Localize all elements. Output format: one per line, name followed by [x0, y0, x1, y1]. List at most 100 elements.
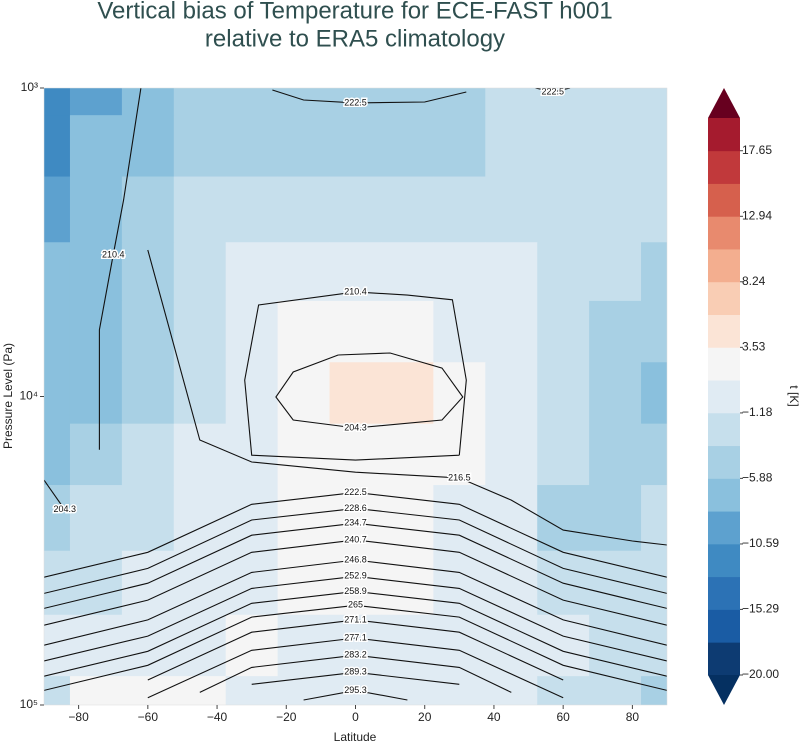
contour-label: 246.8 — [344, 554, 367, 564]
x-axis-label: Latitude — [334, 730, 377, 744]
colorbar-bin — [708, 478, 740, 512]
contour-label: 222.5 — [542, 86, 565, 96]
field-cell — [277, 88, 331, 116]
contour-label: 271.1 — [344, 614, 367, 624]
field-cell — [641, 550, 667, 616]
field-cell — [537, 115, 590, 178]
x-tick-label: −80 — [68, 710, 89, 724]
field-cell — [173, 423, 227, 486]
colorbar-bin — [708, 183, 740, 217]
field-cell — [485, 242, 538, 302]
field-cell — [485, 362, 538, 425]
contour-line — [44, 604, 667, 691]
field-cell — [173, 362, 227, 425]
colorbar-bin — [708, 380, 740, 414]
field-cell — [173, 88, 227, 116]
contour-label: 289.3 — [344, 667, 367, 677]
field-cell — [329, 115, 382, 178]
field-cell — [329, 362, 382, 425]
x-tick-label: 40 — [487, 710, 501, 724]
field-cell — [589, 485, 642, 552]
field-cell — [485, 115, 538, 178]
contour-label: 265 — [348, 600, 363, 610]
contour-label: 222.5 — [344, 487, 367, 497]
contour-line — [44, 522, 667, 609]
field-cell — [537, 676, 590, 705]
contour-label: 210.4 — [344, 286, 367, 296]
contour-label: 252.9 — [344, 571, 367, 581]
colorbar-bin — [708, 543, 740, 578]
field-cell — [44, 300, 71, 363]
contour-line — [147, 637, 564, 699]
field-cell — [44, 242, 71, 302]
field-cell — [69, 88, 123, 116]
field-cell — [225, 362, 279, 425]
contour-label: 240.7 — [344, 534, 367, 544]
field-cell — [173, 550, 227, 616]
contour-line — [98, 88, 142, 450]
x-tick-label: −40 — [207, 710, 228, 724]
x-tick-label: 20 — [418, 710, 432, 724]
colorbar-bin — [708, 609, 740, 643]
colorbar-tick-label: −20.00 — [742, 667, 779, 681]
contour-line — [44, 590, 667, 677]
contour-line — [147, 249, 667, 546]
field-cell — [641, 300, 667, 363]
field-cell — [121, 614, 175, 677]
x-tick-label: 0 — [352, 710, 359, 724]
field-cell — [173, 176, 227, 243]
field-cell — [641, 614, 667, 677]
field-cell — [121, 676, 175, 705]
contour-line — [251, 671, 460, 685]
field-cell — [173, 300, 227, 363]
field-cell — [433, 242, 486, 302]
contour-line — [272, 89, 467, 104]
colorbar-bin — [708, 511, 740, 545]
field-cell — [381, 676, 434, 705]
contour-line — [44, 559, 667, 646]
field-cell — [69, 176, 123, 243]
field — [44, 88, 667, 705]
colorbar-tick-label: −1.18 — [742, 405, 773, 419]
contour-label: 228.6 — [344, 503, 367, 513]
field-cell — [433, 550, 486, 616]
field-cell — [485, 614, 538, 677]
field-cell — [173, 485, 227, 552]
colorbar-bin — [708, 150, 740, 184]
field-cell — [589, 614, 642, 677]
field-cell — [44, 88, 71, 116]
field-cell — [277, 362, 331, 425]
field-cell — [225, 550, 279, 616]
field-cell — [121, 423, 175, 486]
field-cell — [537, 242, 590, 302]
field-cell — [485, 176, 538, 243]
colorbar-extend — [708, 675, 740, 705]
field-cell — [225, 176, 279, 243]
field-cell — [433, 176, 486, 243]
field-cell — [537, 300, 590, 363]
contour-line — [44, 491, 667, 578]
colorbar-bin — [708, 118, 740, 152]
field-cell — [277, 423, 331, 486]
field-cell — [44, 362, 71, 425]
field-cell — [641, 88, 667, 116]
field-cell — [537, 423, 590, 486]
colorbar-tick-label: 12.94 — [742, 208, 772, 222]
field-cell — [69, 485, 123, 552]
field-cell — [485, 88, 538, 116]
y-tick-label: 10⁴ — [19, 389, 38, 403]
field-cell — [173, 614, 227, 677]
contour-line — [535, 88, 571, 93]
contour-label: 283.2 — [344, 650, 367, 660]
field-cell — [433, 88, 486, 116]
field-cell — [329, 176, 382, 243]
field-cell — [433, 676, 486, 705]
field-cell — [44, 614, 71, 677]
field-cell — [225, 676, 279, 705]
field-cell — [69, 362, 123, 425]
field-cell — [329, 614, 382, 677]
field-cell — [329, 423, 382, 486]
colorbar-extend — [708, 88, 740, 118]
colorbar-label: t [K] — [787, 385, 801, 406]
field-cell — [381, 176, 434, 243]
